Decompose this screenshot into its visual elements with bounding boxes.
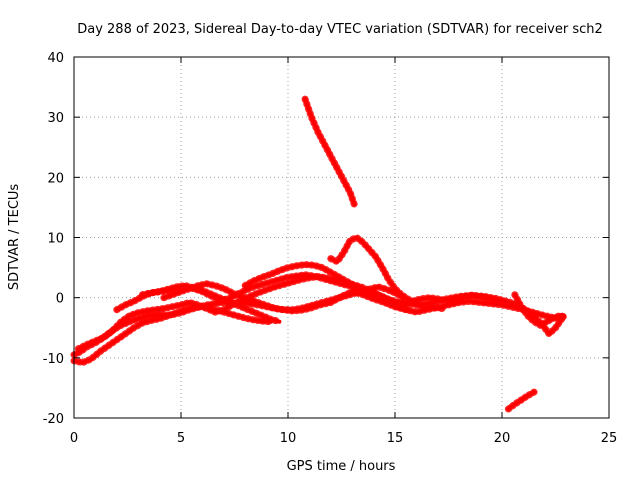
series-layer xyxy=(70,95,568,413)
axis-ticks: 0 5 10 15 20 25 -20 -10 0 10 20 30 40 xyxy=(43,51,618,446)
y-tick-label: 20 xyxy=(47,171,64,186)
y-tick-label: -20 xyxy=(43,412,64,427)
series-points-arc-8 xyxy=(301,95,358,208)
y-tick-label: 40 xyxy=(47,51,64,66)
y-tick-label: -10 xyxy=(43,352,64,367)
x-tick-label: 0 xyxy=(70,431,78,446)
series-points-arc-7 xyxy=(241,261,412,314)
y-tick-label: 10 xyxy=(47,232,64,247)
series-points-arc-2 xyxy=(70,303,275,367)
x-tick-label: 15 xyxy=(387,431,404,446)
series-points-arc-10 xyxy=(511,291,568,329)
x-tick-label: 20 xyxy=(494,431,511,446)
series-points-arc-3 xyxy=(74,273,502,353)
y-tick-label: 30 xyxy=(47,111,64,126)
x-tick-label: 5 xyxy=(177,431,185,446)
x-tick-label: 25 xyxy=(601,431,618,446)
grid-lines xyxy=(74,57,609,418)
series-points-arc-5 xyxy=(139,282,283,326)
x-tick-label: 10 xyxy=(280,431,297,446)
chart-title: Day 288 of 2023, Sidereal Day-to-day VTE… xyxy=(77,22,603,37)
series-points-arc-11 xyxy=(504,388,538,413)
y-axis-label: SDTVAR / TECUs xyxy=(7,184,22,291)
y-tick-label: 0 xyxy=(56,292,64,307)
x-axis-label: GPS time / hours xyxy=(287,459,396,474)
